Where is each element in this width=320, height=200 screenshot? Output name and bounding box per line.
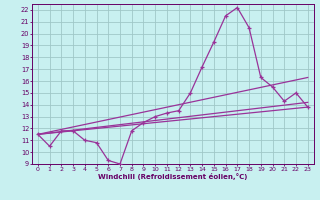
X-axis label: Windchill (Refroidissement éolien,°C): Windchill (Refroidissement éolien,°C) — [98, 173, 247, 180]
